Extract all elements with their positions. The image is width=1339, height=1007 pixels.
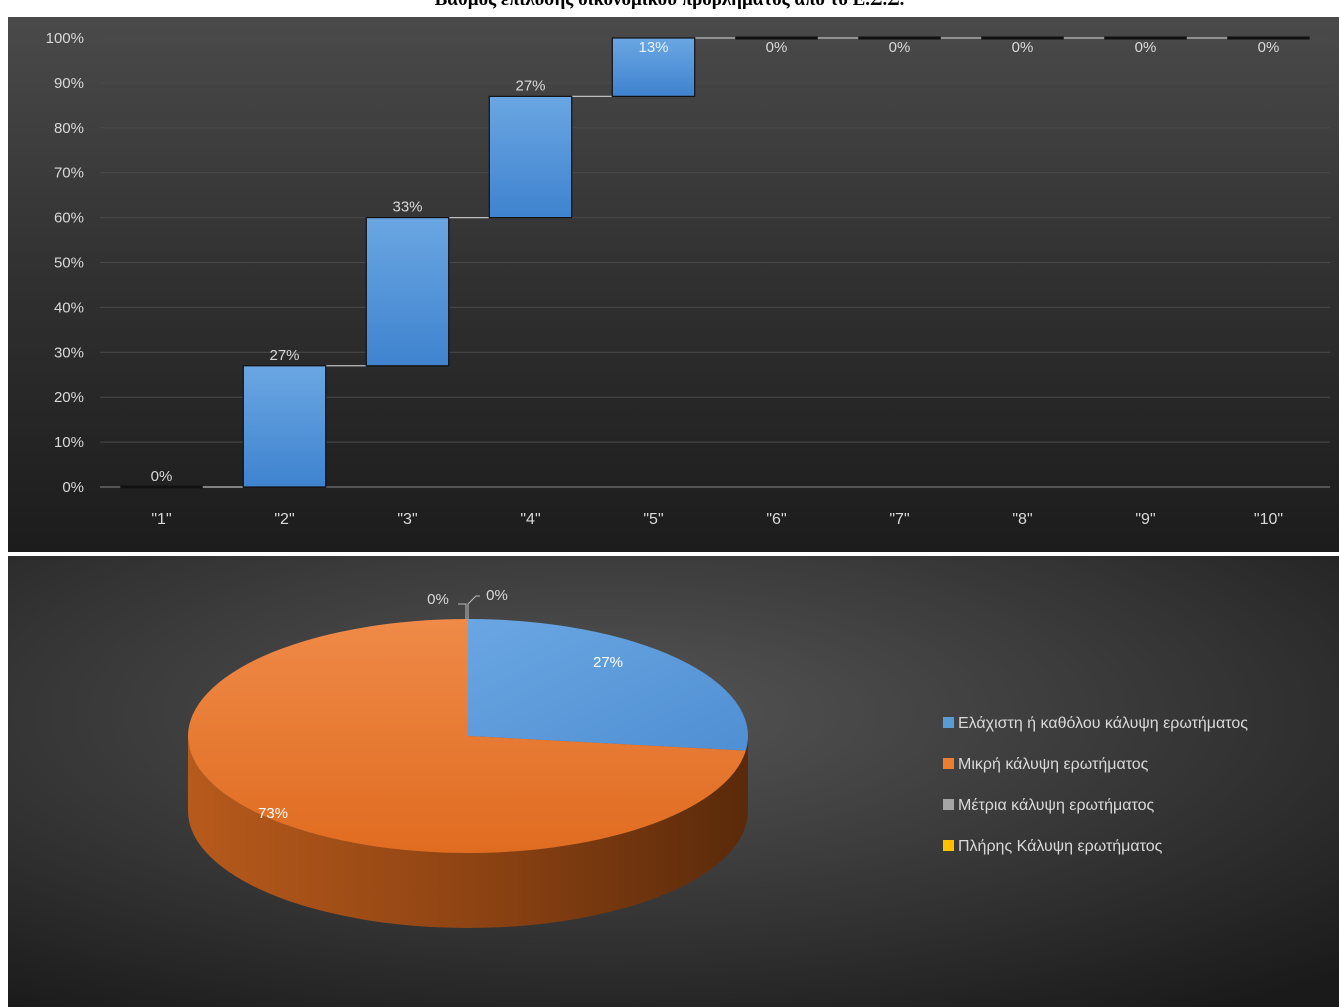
- pie-data-labels: 27% 73% 0% 0%: [258, 587, 623, 822]
- y-tick-label: 80%: [54, 120, 84, 137]
- x-tick-label: "8": [1012, 511, 1032, 528]
- y-tick-label: 70%: [54, 165, 84, 182]
- y-tick-label: 100%: [46, 30, 84, 47]
- data-label: 27%: [515, 77, 545, 94]
- leader-line: [458, 603, 467, 619]
- bar: [735, 36, 818, 40]
- x-tick-label: "9": [1135, 511, 1155, 528]
- y-tick-label: 50%: [54, 255, 84, 272]
- bar: [1104, 36, 1187, 40]
- x-tick-label: "1": [151, 511, 171, 528]
- x-tick-label: "6": [766, 511, 786, 528]
- legend-swatch: [943, 799, 954, 810]
- chart1-connectors: [202, 37, 1228, 488]
- legend-swatch: [943, 717, 954, 728]
- leader-line: [467, 595, 480, 619]
- pie-legend: Ελάχιστη ή καθόλου κάλυψη ερωτήματος Μικρ…: [943, 715, 1248, 855]
- pie-label: 27%: [593, 654, 623, 671]
- data-label: 0%: [1012, 39, 1034, 56]
- pie-slice: [188, 619, 746, 853]
- y-tick-label: 60%: [54, 210, 84, 227]
- legend-label: Μικρή κάλυψη ερωτήματος: [958, 756, 1149, 773]
- waterfall-chart: 0% 10% 20% 30% 40% 50% 60% 70% 80% 90% 100% 0% 27% 3…: [8, 17, 1339, 552]
- bar: [365, 217, 450, 367]
- x-tick-label: "5": [643, 511, 663, 528]
- chart-title: Βαθμός επίλυσης οικονομικού προβλήματος …: [0, 0, 1339, 12]
- x-tick-label: "4": [520, 511, 540, 528]
- data-label: 0%: [151, 468, 173, 485]
- data-label: 0%: [1258, 39, 1280, 56]
- data-label: 27%: [269, 347, 299, 364]
- legend-label: Ελάχιστη ή καθόλου κάλυψη ερωτήματος: [958, 715, 1248, 732]
- y-tick-label: 30%: [54, 344, 84, 361]
- data-label: 0%: [766, 39, 788, 56]
- x-tick-label: "10": [1254, 511, 1283, 528]
- chart1-x-axis: "1" "2" "3" "4" "5" "6" "7" "8" "9" "10": [151, 511, 1283, 528]
- legend-swatch: [943, 840, 954, 851]
- bar: [242, 365, 327, 488]
- chart1-bars: [120, 36, 1310, 489]
- y-tick-label: 0%: [62, 479, 84, 496]
- data-label: 0%: [1135, 39, 1157, 56]
- y-tick-label: 90%: [54, 75, 84, 92]
- pie-slice-side: [188, 736, 748, 928]
- pie-slice: [468, 619, 748, 751]
- bar: [858, 36, 941, 40]
- chart1-background: [8, 17, 1339, 552]
- bar: [1227, 36, 1310, 40]
- bar: [981, 36, 1064, 40]
- pie-label: 73%: [258, 805, 288, 822]
- y-tick-label: 20%: [54, 389, 84, 406]
- pie-label: 0%: [486, 587, 508, 604]
- x-tick-label: "2": [274, 511, 294, 528]
- data-label: 33%: [392, 199, 422, 216]
- pie: [188, 619, 748, 928]
- y-tick-label: 10%: [54, 434, 84, 451]
- legend-label: Μέτρια κάλυψη ερωτήματος: [958, 797, 1154, 814]
- pie-label: 0%: [427, 591, 449, 608]
- pie-chart: 27% 73% 0% 0% Ελάχιστη ή καθόλου κάλυψη ερω…: [8, 556, 1339, 1007]
- legend-swatch: [943, 758, 954, 769]
- bar: [488, 95, 573, 219]
- x-tick-label: "7": [889, 511, 909, 528]
- data-label: 13%: [638, 39, 668, 56]
- y-tick-label: 40%: [54, 299, 84, 316]
- data-label: 0%: [889, 39, 911, 56]
- bar: [611, 37, 696, 97]
- x-tick-label: "3": [397, 511, 417, 528]
- legend-label: Πλήρης Κάλυψη ερωτήματος: [958, 838, 1163, 855]
- bar: [120, 485, 203, 489]
- chart1-y-axis: 0% 10% 20% 30% 40% 50% 60% 70% 80% 90% 100%: [46, 30, 84, 496]
- chart1-data-labels: 0% 27% 33% 27% 13% 0% 0% 0% 0% 0%: [151, 39, 1280, 485]
